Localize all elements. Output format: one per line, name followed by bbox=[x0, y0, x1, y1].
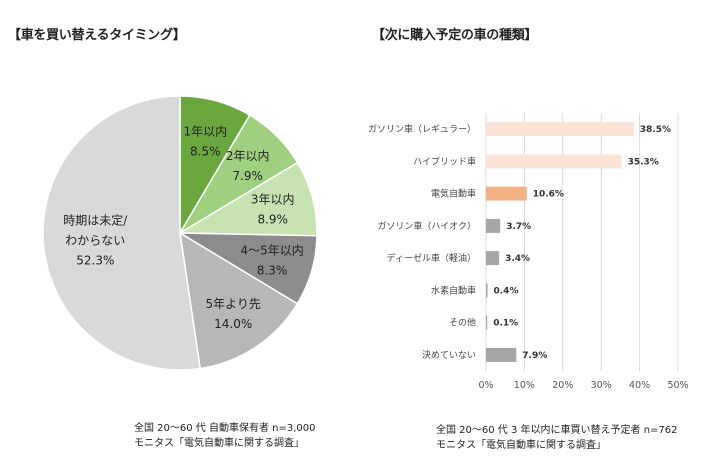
bar-category-label-7: 決めていない bbox=[422, 349, 476, 361]
pie-slice-label-5-0: 時期は未定/ bbox=[63, 212, 128, 227]
bar-7 bbox=[486, 347, 517, 362]
bar-3 bbox=[486, 218, 501, 233]
bar-category-label-6: その他 bbox=[449, 317, 476, 329]
bar-6 bbox=[486, 315, 488, 330]
bar-value-label-1: 35.3% bbox=[628, 157, 659, 167]
pie-slice-value-2: 8.9% bbox=[257, 212, 288, 226]
bar-category-label-3: ガソリン車（ハイオク） bbox=[377, 220, 476, 232]
bar-category-label-2: 電気自動車 bbox=[431, 188, 476, 200]
bar-4 bbox=[486, 251, 500, 266]
pie-slice-label-1: 2年以内 bbox=[226, 149, 270, 163]
bar-chart-title: 【次に購入予定の車の種類】 bbox=[372, 28, 538, 43]
bar-category-label-4: ディーゼル車（軽油） bbox=[387, 252, 476, 264]
pie-slice-value-3: 8.3% bbox=[257, 264, 288, 278]
bar-value-label-4: 3.4% bbox=[505, 254, 530, 264]
pie-slice-label-5-1: わからない bbox=[65, 233, 125, 247]
pie-footnote-line1: 全国 20～60 代 自動車保有者 n=3,000 bbox=[134, 423, 316, 434]
bar-0 bbox=[486, 122, 634, 137]
pie-chart-footnote: 全国 20～60 代 自動車保有者 n=3,000 モニタス「電気自動車に関する… bbox=[134, 421, 316, 451]
bar-value-label-3: 3.7% bbox=[506, 222, 531, 232]
pie-slice-label-2: 3年以内 bbox=[251, 192, 295, 206]
bar-5 bbox=[486, 283, 488, 298]
bar-1 bbox=[486, 154, 622, 169]
bar-2 bbox=[486, 186, 527, 201]
bar-category-label-1: ハイブリッド車 bbox=[413, 155, 476, 167]
pie-slice-label-4: 5年より先 bbox=[205, 297, 260, 311]
bar-chart-footnote: 全国 20～60 代 3 年以内に車買い替え予定者 n=762 モニタス「電気自… bbox=[436, 423, 678, 453]
bar-value-label-6: 0.1% bbox=[493, 319, 518, 329]
bar-x-tick-label-5: 50% bbox=[667, 380, 688, 391]
bar-footnote-line2: モニタス「電気自動車に関する調査」 bbox=[436, 440, 606, 451]
pie-slice-value-1: 7.9% bbox=[232, 169, 263, 183]
bar-x-tick-label-4: 40% bbox=[629, 380, 650, 391]
pie-slice-5 bbox=[42, 95, 202, 371]
bar-x-tick-label-1: 10% bbox=[514, 380, 535, 391]
bar-value-label-7: 7.9% bbox=[522, 351, 547, 361]
bar-value-label-5: 0.4% bbox=[494, 286, 519, 296]
bar-category-label-0: ガソリン車（レギュラー） bbox=[368, 123, 476, 135]
bar-x-tick-label-2: 20% bbox=[552, 380, 573, 391]
pie-footnote-line2: モニタス「電気自動車に関する調査」 bbox=[134, 438, 304, 449]
bar-category-label-5: 水素自動車 bbox=[431, 284, 476, 296]
pie-chart: 1年以内 8.5% 2年以内 7.9% 3年以内 8.9% 4～5年以内 8.3% 5年より先 1… bbox=[42, 95, 318, 371]
bar-footnote-line1: 全国 20～60 代 3 年以内に車買い替え予定者 n=762 bbox=[436, 425, 678, 436]
pie-slice-value-0: 8.5% bbox=[190, 145, 221, 159]
bar-chart: 0% 10% 20% 30% 40% 50% ガソリン車（レギュラー） 38.5% ハイブリッド… bbox=[368, 113, 689, 391]
pie-slice-4 bbox=[179, 231, 299, 370]
pie-chart-title: 【車を買い替えるタイミング】 bbox=[8, 28, 186, 43]
pie-slice-value-4: 14.0% bbox=[214, 317, 252, 331]
pie-slice-value-5: 52.3% bbox=[76, 253, 114, 267]
bar-x-tick-label-0: 0% bbox=[478, 380, 493, 391]
bar-x-tick-label-3: 30% bbox=[591, 380, 612, 391]
pie-slice-label-0: 1年以内 bbox=[183, 125, 227, 139]
bar-value-label-2: 10.6% bbox=[533, 190, 564, 200]
bar-value-label-0: 38.5% bbox=[640, 125, 671, 135]
pie-slice-label-3: 4～5年以内 bbox=[240, 244, 303, 258]
